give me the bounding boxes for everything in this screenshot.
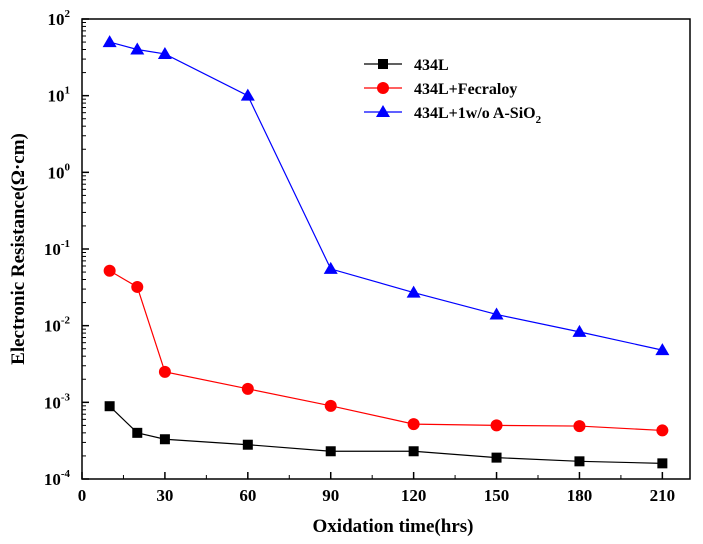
data-point: [376, 105, 390, 117]
data-point: [157, 46, 172, 59]
data-point: [377, 82, 389, 94]
y-tick-label: 101: [48, 85, 71, 106]
legend: 434L 434L+Fecraloy 434L+1w/o A-SiO2: [364, 57, 542, 126]
legend-entry: 434L: [364, 57, 449, 74]
y-tick-exponent: -2: [61, 315, 71, 327]
data-point: [378, 59, 388, 69]
y-tick-label: 10-1: [44, 238, 70, 259]
y-axis-title: Electronic Resistance(Ω·cm): [8, 133, 29, 365]
data-point: [158, 365, 171, 378]
y-tick-base: 10: [48, 87, 65, 106]
x-tick-label: 90: [322, 486, 339, 505]
legend-label-main: 434L: [414, 57, 449, 74]
legend-label-subscript: 2: [536, 114, 542, 126]
series-layer: [102, 35, 670, 469]
data-point: [242, 439, 253, 450]
x-tick-label: 180: [567, 486, 593, 505]
legend-label-main: 434L+Fecraloy: [414, 81, 517, 98]
data-point: [406, 285, 421, 298]
series-2: [102, 35, 670, 356]
y-tick-exponent: 1: [65, 85, 71, 97]
series-line: [109, 405, 663, 464]
data-point: [324, 399, 337, 412]
data-point: [490, 419, 503, 432]
y-tick-label: 10-2: [44, 315, 71, 336]
legend-label-main: 434L+1w/o A-SiO: [414, 105, 536, 122]
legend-entry: 434L+1w/o A-SiO2: [364, 105, 542, 126]
data-point: [323, 261, 338, 274]
data-point: [574, 456, 585, 467]
y-tick-exponent: -4: [61, 468, 71, 480]
data-point: [103, 264, 116, 277]
y-tick-base: 10: [44, 393, 61, 412]
y-tick-base: 10: [48, 163, 65, 182]
y-tick-base: 10: [48, 10, 65, 29]
data-point: [104, 401, 115, 412]
data-point: [241, 382, 254, 395]
y-tick-exponent: -1: [61, 238, 70, 250]
data-point: [408, 446, 419, 457]
y-tick-exponent: 2: [65, 8, 71, 20]
data-point: [655, 343, 670, 356]
data-point: [102, 35, 117, 48]
x-tick-label: 120: [401, 486, 427, 505]
data-point: [491, 452, 502, 463]
data-point: [131, 280, 144, 293]
data-point: [132, 427, 143, 438]
data-point: [656, 424, 669, 437]
y-tick-label: 10-4: [44, 468, 71, 489]
legend-label: 434L+1w/o A-SiO2: [414, 105, 542, 126]
y-tick-base: 10: [44, 317, 61, 336]
data-point: [130, 42, 145, 55]
series-line: [109, 270, 663, 432]
x-tick-label: 60: [239, 486, 256, 505]
legend-label: 434L+Fecraloy: [414, 81, 517, 98]
y-tick-label: 10-3: [44, 391, 71, 412]
axis-ticks: [81, 18, 664, 480]
x-tick-label: 150: [484, 486, 510, 505]
series-1: [103, 264, 669, 437]
legend-entry: 434L+Fecraloy: [364, 81, 517, 98]
data-point: [572, 324, 587, 337]
data-point: [325, 446, 336, 457]
data-point: [407, 418, 420, 431]
y-tick-exponent: 0: [65, 161, 71, 173]
tick-labels: 0 30 60 90 120 150 180 21010-410-310-210-110010…: [44, 8, 675, 505]
data-point: [657, 458, 668, 469]
x-axis-title: Oxidation time(hrs): [313, 516, 474, 537]
data-point: [573, 420, 586, 433]
x-tick-label: 210: [650, 486, 676, 505]
series-0: [104, 401, 668, 469]
y-tick-base: 10: [44, 470, 61, 489]
x-tick-label: 30: [156, 486, 173, 505]
y-tick-label: 102: [48, 8, 71, 29]
data-point: [240, 88, 255, 101]
data-point: [159, 434, 170, 445]
y-tick-base: 10: [44, 240, 61, 259]
data-point: [489, 307, 504, 320]
legend-label: 434L: [414, 57, 449, 74]
x-tick-label: 0: [78, 486, 87, 505]
y-tick-exponent: -3: [61, 391, 71, 403]
y-tick-label: 100: [48, 161, 71, 182]
